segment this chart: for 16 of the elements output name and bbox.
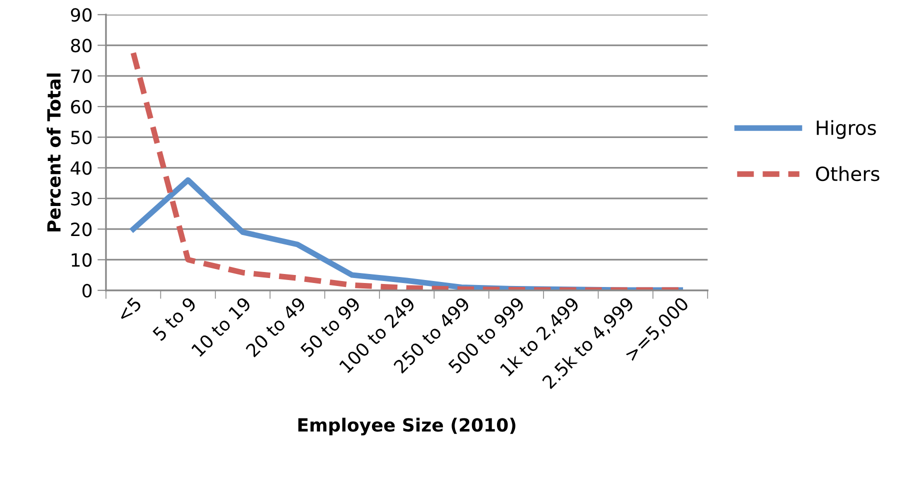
y-tick-label: 10 <box>72 253 92 267</box>
y-tick-label: 80 <box>71 38 92 52</box>
y-tick-label: 90 <box>70 8 92 22</box>
y-axis-title: Percent of Total <box>46 74 61 232</box>
x-axis-title: Employee Size (2010) <box>298 418 516 436</box>
y-tick-label: 40 <box>70 161 92 175</box>
y-tick-label: 60 <box>71 100 92 114</box>
y-tick-label: 70 <box>71 69 92 84</box>
y-tick-label: 20 <box>71 222 92 236</box>
legend-label: Others <box>816 166 880 182</box>
y-tick-label: 0 <box>82 284 92 298</box>
x-tick-label: 5 to 9 <box>152 296 197 342</box>
x-tick-label: <5 <box>116 296 142 323</box>
y-tick-label: 30 <box>71 192 92 206</box>
y-tick-label: 50 <box>71 130 92 144</box>
legend-label: Higros <box>816 120 876 139</box>
